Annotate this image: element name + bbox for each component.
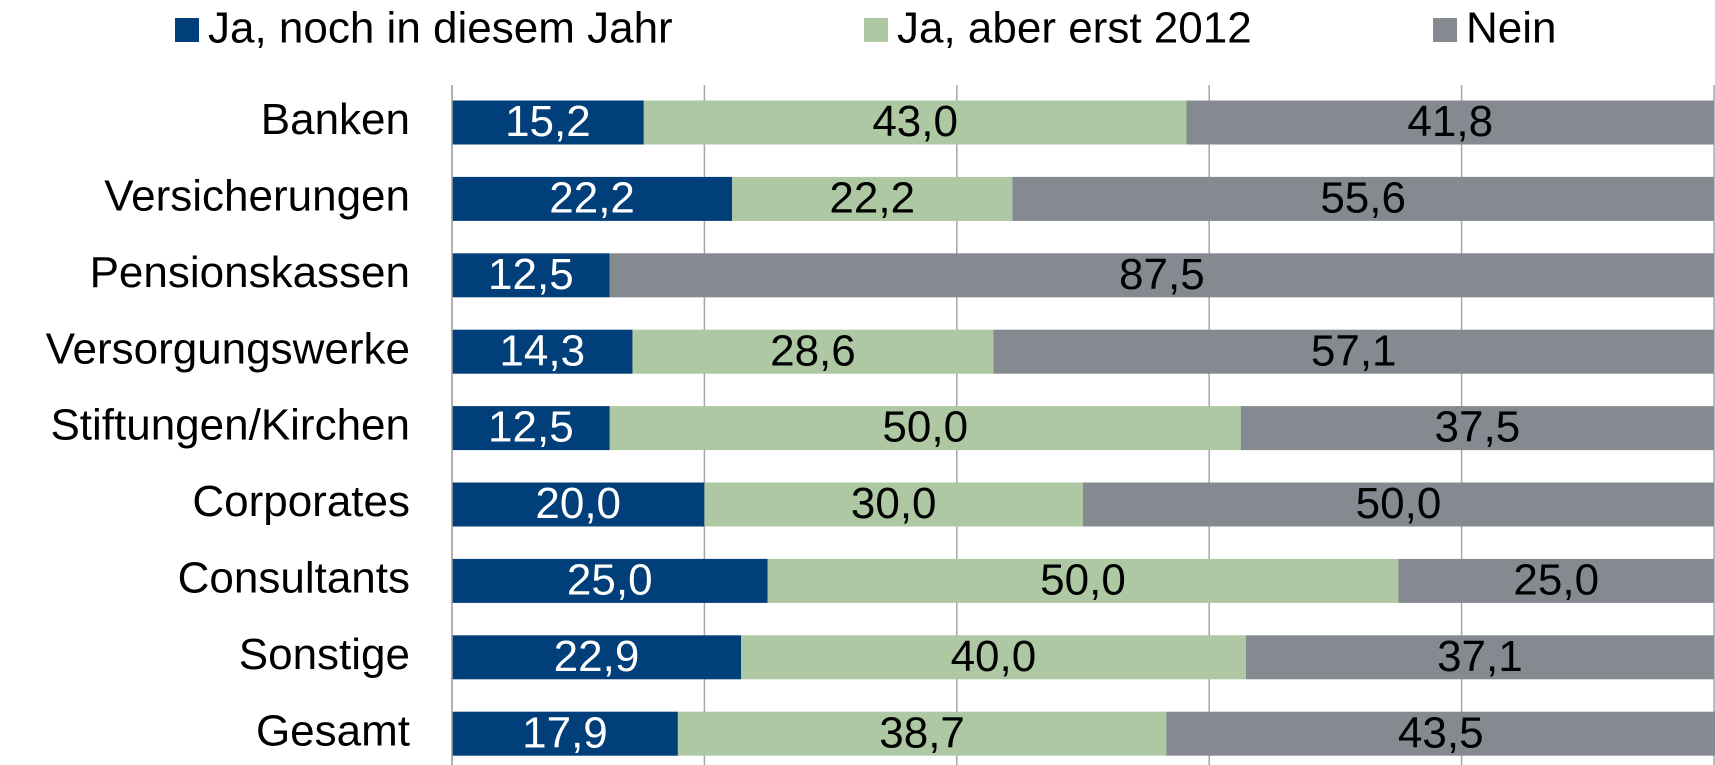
y-tick-label: Gesamt [256,706,410,755]
legend-swatch [1433,18,1457,42]
data-label: 12,5 [488,250,574,299]
bar-segment [732,176,1013,221]
data-label: 22,9 [554,632,640,681]
bar-segment [643,100,1187,145]
bar-segment [1245,635,1714,680]
data-label: 50,0 [1040,556,1126,605]
data-label: 12,5 [488,403,574,452]
data-label: 50,0 [882,403,968,452]
legend-label: Nein [1466,4,1557,53]
bar-segment [452,329,633,374]
data-label: 20,0 [535,479,621,528]
y-tick-label: Corporates [192,477,410,526]
bar-segment [1240,406,1714,451]
bar-segment [452,711,678,756]
bar-segment [1166,711,1715,756]
bar-segment [452,176,733,221]
legend-swatch [864,18,888,42]
bar-segment [1083,482,1714,527]
legend-label: Ja, noch in diesem Jahr [208,4,673,53]
y-tick-label: Versicherungen [104,172,410,221]
data-label: 40,0 [951,632,1037,681]
bar-segment [609,253,1714,298]
data-label: 43,5 [1398,708,1484,757]
legend-swatch [175,18,199,42]
data-label: 57,1 [1311,326,1397,375]
data-label: 22,2 [829,174,915,223]
data-label: 41,8 [1407,97,1493,146]
data-label: 37,1 [1437,632,1523,681]
y-tick-label: Consultants [178,554,410,603]
data-label: 28,6 [770,326,856,375]
bar-segment [677,711,1167,756]
data-label: 38,7 [879,708,965,757]
data-label: 14,3 [499,326,585,375]
bar-segment [767,558,1399,603]
data-label: 30,0 [851,479,937,528]
bar-segment [632,329,994,374]
data-label: 50,0 [1356,479,1442,528]
y-tick-label: Sonstige [239,630,410,679]
data-label: 25,0 [1513,556,1599,605]
legend-label: Ja, aber erst 2012 [897,4,1252,53]
bar-segment [740,635,1246,680]
y-tick-label: Banken [261,95,410,144]
data-label: 87,5 [1119,250,1205,299]
bar-segment [1186,100,1714,145]
bar-segment [452,253,610,298]
data-label: 55,6 [1320,174,1406,223]
bar-segment [704,482,1083,527]
bar-segment [452,635,741,680]
data-label: 22,2 [549,174,635,223]
bar-segment [452,558,768,603]
y-tick-label: Stiftungen/Kirchen [50,401,410,450]
data-label: 37,5 [1435,403,1521,452]
bar-segment [1012,176,1714,221]
y-tick-label: Pensionskassen [90,248,410,297]
data-label: 15,2 [505,97,591,146]
bar-segment [452,482,705,527]
bar-segment [452,406,610,451]
bar-segment [452,100,644,145]
bar-segment [609,406,1241,451]
data-label: 25,0 [567,556,653,605]
data-label: 43,0 [872,97,958,146]
y-tick-label: Versorgungswerke [46,324,410,373]
bar-segment [993,329,1714,374]
bar-segment [1398,558,1714,603]
data-label: 17,9 [522,708,608,757]
